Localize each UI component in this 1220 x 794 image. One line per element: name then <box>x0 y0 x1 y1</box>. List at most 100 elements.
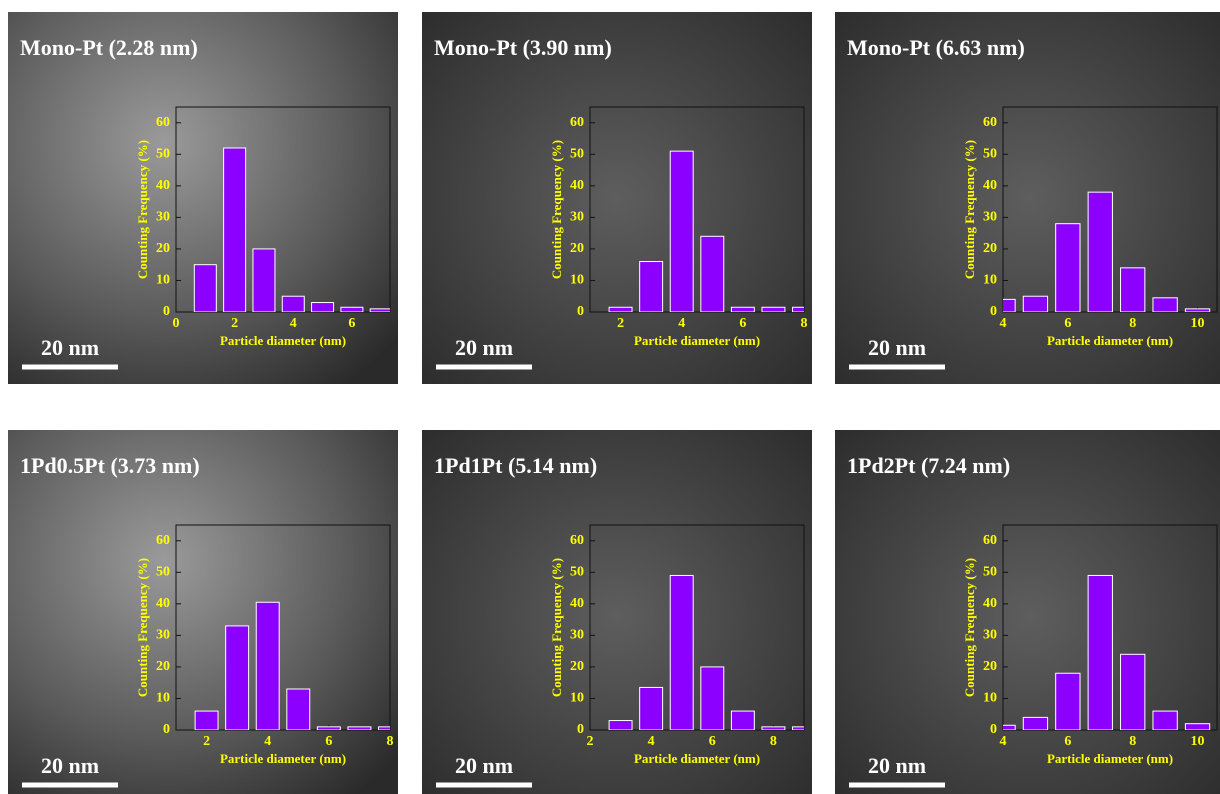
y-tick-label: 30 <box>570 628 584 643</box>
bar <box>348 727 371 730</box>
x-tick-label: 10 <box>1191 734 1205 749</box>
y-tick-label: 10 <box>983 273 997 288</box>
x-tick-label: 8 <box>770 734 777 749</box>
y-tick-label: 30 <box>983 210 997 225</box>
y-axis-label: Counting Frequency (%) <box>962 558 977 697</box>
x-tick-label: 2 <box>617 316 624 331</box>
bar <box>762 307 785 312</box>
bar <box>670 575 693 730</box>
x-tick-label: 6 <box>709 734 716 749</box>
x-tick-label: 0 <box>173 316 180 331</box>
x-axis-label: Particle diameter (nm) <box>220 333 346 348</box>
y-tick-label: 50 <box>570 147 584 162</box>
bar <box>1023 717 1047 730</box>
bar <box>287 689 310 730</box>
x-tick-label: 8 <box>1129 316 1136 331</box>
x-tick-label: 4 <box>290 316 297 331</box>
bar <box>1153 298 1177 312</box>
panel-title: 1Pd0.5Pt (3.73 nm) <box>20 453 200 478</box>
panel-title: 1Pd1Pt (5.14 nm) <box>434 453 597 478</box>
y-tick-label: 50 <box>570 565 584 580</box>
bar <box>701 236 724 312</box>
y-axis-label: Counting Frequency (%) <box>962 140 977 279</box>
y-tick-label: 30 <box>983 628 997 643</box>
x-tick-label: 8 <box>387 734 394 749</box>
x-tick-label: 8 <box>801 316 808 331</box>
x-tick-label: 6 <box>1064 316 1071 331</box>
x-tick-label: 4 <box>1000 734 1007 749</box>
bar <box>793 727 816 730</box>
bar <box>312 303 334 312</box>
y-axis-label: Counting Frequency (%) <box>135 558 150 697</box>
bar <box>1023 296 1047 312</box>
y-tick-label: 40 <box>570 596 584 611</box>
y-tick-label: 30 <box>570 210 584 225</box>
bar <box>1185 309 1209 312</box>
bar <box>226 626 249 730</box>
x-tick-label: 4 <box>264 734 271 749</box>
y-tick-label: 50 <box>156 147 170 162</box>
scale-bar-label: 20 nm <box>868 753 926 778</box>
x-axis-label: Particle diameter (nm) <box>634 751 760 766</box>
y-tick-label: 40 <box>156 596 170 611</box>
y-tick-label: 50 <box>156 565 170 580</box>
bar <box>670 151 693 312</box>
bar <box>731 307 754 312</box>
x-tick-label: 8 <box>1129 734 1136 749</box>
y-tick-label: 0 <box>163 304 170 319</box>
scale-bar-label: 20 nm <box>41 335 99 360</box>
y-axis-label: Counting Frequency (%) <box>135 140 150 279</box>
x-tick-label: 2 <box>231 316 238 331</box>
x-tick-label: 6 <box>325 734 332 749</box>
bar <box>731 711 754 730</box>
bar <box>640 262 663 312</box>
micrograph <box>422 430 812 794</box>
bar <box>256 602 279 730</box>
bar <box>762 727 785 730</box>
bar <box>1056 673 1080 730</box>
bar <box>793 307 816 312</box>
y-tick-label: 0 <box>990 304 997 319</box>
y-tick-label: 20 <box>983 241 997 256</box>
y-tick-label: 60 <box>570 115 584 130</box>
y-tick-label: 50 <box>983 565 997 580</box>
y-tick-label: 0 <box>577 304 584 319</box>
x-axis-label: Particle diameter (nm) <box>1047 751 1173 766</box>
micrograph <box>835 430 1220 794</box>
bar <box>379 727 402 730</box>
y-tick-label: 60 <box>156 115 170 130</box>
y-tick-label: 10 <box>156 691 170 706</box>
bar <box>1153 711 1177 730</box>
bar <box>341 307 363 312</box>
bar <box>1056 224 1080 312</box>
bar <box>282 296 304 312</box>
y-tick-label: 40 <box>570 178 584 193</box>
y-tick-label: 20 <box>156 241 170 256</box>
y-tick-label: 60 <box>983 115 997 130</box>
x-tick-label: 4 <box>648 734 655 749</box>
y-tick-label: 60 <box>570 533 584 548</box>
bar <box>1088 192 1112 312</box>
y-tick-label: 0 <box>990 722 997 737</box>
y-tick-label: 60 <box>156 533 170 548</box>
scale-bar-label: 20 nm <box>455 753 513 778</box>
y-tick-label: 40 <box>983 178 997 193</box>
x-tick-label: 6 <box>1064 734 1071 749</box>
y-tick-label: 20 <box>570 241 584 256</box>
bar <box>370 309 392 312</box>
y-tick-label: 20 <box>156 659 170 674</box>
y-tick-label: 10 <box>983 691 997 706</box>
x-axis-label: Particle diameter (nm) <box>634 333 760 348</box>
y-tick-label: 20 <box>570 659 584 674</box>
y-tick-label: 0 <box>577 722 584 737</box>
x-tick-label: 2 <box>587 734 594 749</box>
bar <box>1185 724 1209 730</box>
x-axis-label: Particle diameter (nm) <box>1047 333 1173 348</box>
figure: 01020304050600246Particle diameter (nm)C… <box>0 0 1220 794</box>
bar <box>195 711 218 730</box>
bar <box>609 721 632 730</box>
